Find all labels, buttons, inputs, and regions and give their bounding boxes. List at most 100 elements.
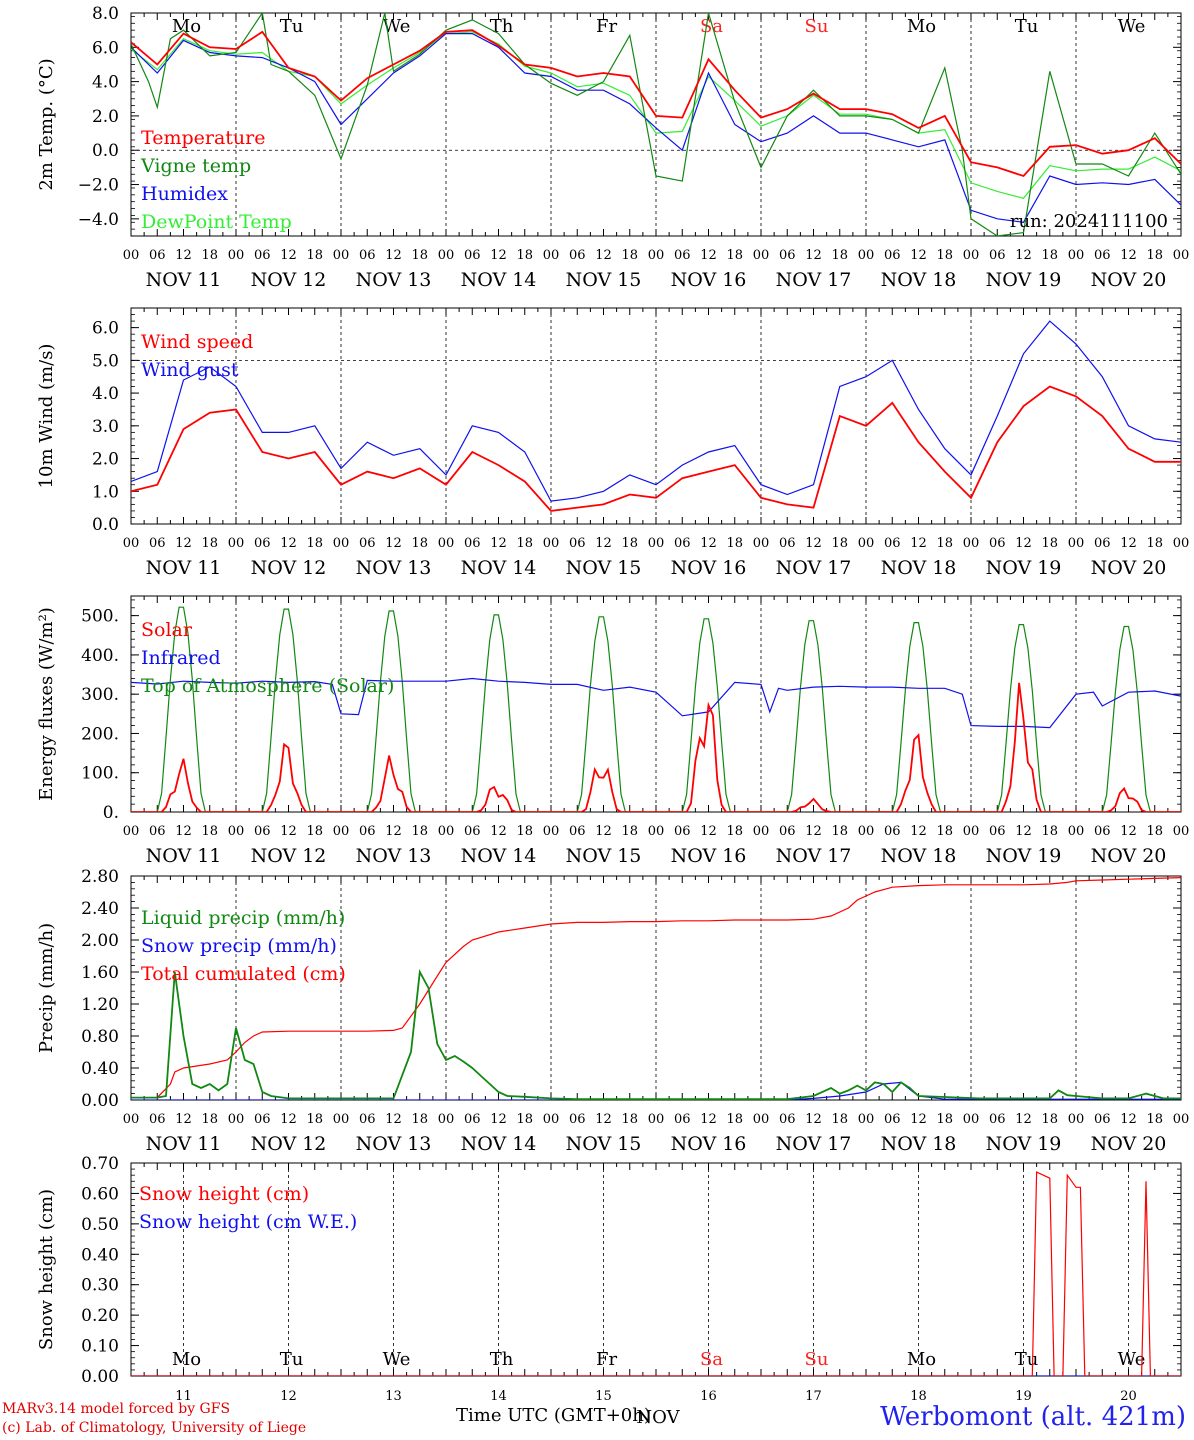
hour-tick-label: 12 xyxy=(490,1112,507,1127)
hour-tick-label: 18 xyxy=(516,536,533,551)
date-label: NOV 16 xyxy=(671,557,747,579)
hour-tick-label: 00 xyxy=(438,248,455,263)
series-line xyxy=(131,969,1181,1100)
hour-tick-label: 12 xyxy=(385,536,402,551)
y-tick-label: 3.0 xyxy=(92,417,119,437)
date-label: NOV 15 xyxy=(566,1133,642,1155)
date-label: NOV 19 xyxy=(986,1133,1062,1155)
date-label: NOV 16 xyxy=(671,1133,747,1155)
hour-tick-label: 12 xyxy=(700,824,717,839)
hour-tick-label: 18 xyxy=(621,824,638,839)
hour-tick-label: 18 xyxy=(411,248,428,263)
hour-tick-label: 00 xyxy=(1173,1112,1190,1127)
y-tick-label: 0.40 xyxy=(81,1245,119,1265)
y-tick-label: 4.0 xyxy=(92,384,119,404)
date-label: NOV 19 xyxy=(986,557,1062,579)
hour-tick-label: 00 xyxy=(333,824,350,839)
hour-tick-label: 18 xyxy=(1146,248,1163,263)
date-label: NOV 17 xyxy=(776,1133,852,1155)
y-tick-label: 0.70 xyxy=(81,1154,119,1174)
y-tick-label: 0.0 xyxy=(92,515,119,535)
legend-entry: Snow precip (mm/h) xyxy=(141,935,337,957)
hour-tick-label: 12 xyxy=(1015,1112,1032,1127)
hour-tick-label: 00 xyxy=(123,248,140,263)
hour-tick-label: 12 xyxy=(175,824,192,839)
date-label: NOV 18 xyxy=(881,845,957,867)
hour-tick-label: 18 xyxy=(1041,248,1058,263)
hour-tick-label: 12 xyxy=(1120,536,1137,551)
hour-tick-label: 06 xyxy=(674,824,691,839)
series-group xyxy=(131,877,1181,1100)
day-number-label: 17 xyxy=(805,1389,822,1404)
date-label: NOV 17 xyxy=(776,557,852,579)
date-label: NOV 20 xyxy=(1091,845,1167,867)
date-label: NOV 12 xyxy=(251,845,327,867)
hour-tick-label: 06 xyxy=(1094,536,1111,551)
hour-tick-label: 18 xyxy=(1041,824,1058,839)
date-label: NOV 18 xyxy=(881,1133,957,1155)
hour-tick-label: 00 xyxy=(123,1112,140,1127)
hour-tick-label: 00 xyxy=(1068,1112,1085,1127)
date-label: NOV 14 xyxy=(461,557,537,579)
hour-tick-label: 00 xyxy=(438,536,455,551)
y-tick-label: 0.20 xyxy=(81,1306,119,1326)
hour-tick-label: 18 xyxy=(621,248,638,263)
series-line xyxy=(131,877,1181,1099)
hour-tick-label: 18 xyxy=(411,824,428,839)
hour-tick-label: 06 xyxy=(884,536,901,551)
model-credit: MARv3.14 model forced by GFS xyxy=(2,1401,231,1417)
hour-tick-label: 12 xyxy=(280,824,297,839)
hour-tick-label: 06 xyxy=(779,1112,796,1127)
hour-tick-label: 18 xyxy=(831,1112,848,1127)
hour-tick-label: 18 xyxy=(411,536,428,551)
hour-tick-label: 06 xyxy=(1094,248,1111,263)
hour-tick-label: 00 xyxy=(1068,536,1085,551)
y-tick-label: 0.40 xyxy=(81,1059,119,1079)
hour-tick-label: 18 xyxy=(726,536,743,551)
y-axis-label: 2m Temp. (°C) xyxy=(36,58,57,190)
y-axis-label: Energy fluxes (W/m²) xyxy=(36,607,57,801)
legend-entry: Vigne temp xyxy=(140,155,251,177)
hour-tick-label: 12 xyxy=(490,248,507,263)
hour-tick-label: 12 xyxy=(280,248,297,263)
panel-5: 0.00 0.10 0.20 0.30 0.40 0.50 0.60 0.70 Snow hei… xyxy=(36,1154,1182,1428)
y-axis-label: Snow height (cm) xyxy=(36,1189,57,1350)
x-axis-title: Time UTC (GMT+0h) xyxy=(456,1405,651,1426)
hour-tick-label: 06 xyxy=(674,536,691,551)
hour-tick-label: 18 xyxy=(1041,536,1058,551)
date-label: NOV 14 xyxy=(461,1133,537,1155)
hour-tick-label: 06 xyxy=(464,824,481,839)
x-axis-title-text: Time UTC (GMT+0h) xyxy=(456,1405,651,1426)
plot-frame xyxy=(130,12,1182,237)
hour-tick-label: 18 xyxy=(201,824,218,839)
hour-tick-label: 18 xyxy=(936,1112,953,1127)
y-tick-label: 500. xyxy=(81,607,119,627)
legend-entry: Wind speed xyxy=(141,331,253,353)
hour-tick-label: 18 xyxy=(726,248,743,263)
legend-entry: Wind gust xyxy=(141,359,239,381)
date-label: NOV 17 xyxy=(776,269,852,291)
date-label: NOV 18 xyxy=(881,269,957,291)
series-line xyxy=(131,606,1181,812)
hour-tick-label: 18 xyxy=(1146,1112,1163,1127)
hour-tick-label: 12 xyxy=(595,1112,612,1127)
series-line xyxy=(131,32,1181,223)
legend-entry: Temperature xyxy=(141,127,265,149)
hour-tick-label: 00 xyxy=(753,1112,770,1127)
legend-entry: Humidex xyxy=(141,183,228,205)
hour-tick-label: 06 xyxy=(569,536,586,551)
weekday-label: Sa xyxy=(700,16,723,37)
hour-tick-label: 18 xyxy=(726,824,743,839)
hour-tick-label: 06 xyxy=(884,1112,901,1127)
y-tick-label: 0.50 xyxy=(81,1215,119,1235)
hour-tick-label: 18 xyxy=(831,536,848,551)
hour-tick-label: 12 xyxy=(385,248,402,263)
date-label: NOV 16 xyxy=(671,269,747,291)
hour-tick-label: 00 xyxy=(333,1112,350,1127)
hour-tick-label: 18 xyxy=(936,536,953,551)
y-tick-label: 8.0 xyxy=(92,4,119,24)
weekday-label: Mo xyxy=(172,16,201,37)
date-label: NOV 15 xyxy=(566,557,642,579)
day-number-label: 11 xyxy=(175,1389,192,1404)
